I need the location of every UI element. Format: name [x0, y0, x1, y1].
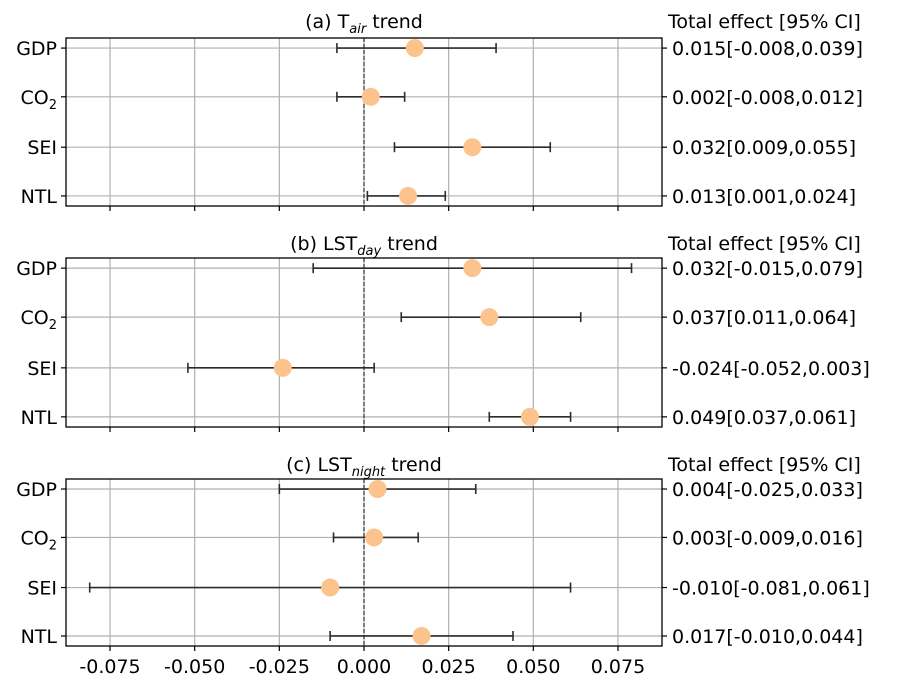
category-label: SEI: [27, 358, 57, 380]
category-label: CO2: [20, 87, 57, 113]
category-label-text: SEI: [27, 358, 57, 380]
category-label-text: SEI: [27, 578, 57, 600]
effect-label: 0.037[0.011,0.064]: [672, 307, 856, 329]
effect-label: -0.010[-0.081,0.061]: [672, 578, 870, 600]
panel-title-subscript: air: [349, 22, 368, 37]
estimate-point: [520, 407, 539, 426]
estimate-point: [463, 138, 482, 157]
effect-label: 0.032[0.009,0.055]: [672, 137, 856, 159]
panel-title-prefix: (b) LST: [290, 233, 358, 255]
x-tick-label: -0.075: [79, 656, 140, 678]
estimate-point: [321, 578, 340, 597]
category-label: GDP: [16, 258, 57, 280]
estimate-point: [361, 87, 380, 106]
x-tick-label: 0.075: [591, 656, 645, 678]
category-label-text: CO: [20, 87, 48, 109]
category-label-text: CO: [20, 527, 48, 549]
panel-title: (a) Tair trend: [305, 11, 423, 37]
panel-title-suffix: trend: [381, 233, 438, 255]
estimate-point: [399, 186, 418, 205]
estimate-point: [412, 626, 431, 645]
panel-title-subscript: day: [357, 244, 381, 259]
estimate-point: [463, 259, 482, 278]
x-tick-label: 0.050: [506, 656, 560, 678]
effect-label: 0.032[-0.015,0.079]: [672, 258, 863, 280]
x-tick-label: 0.000: [337, 656, 391, 678]
category-label-text: GDP: [16, 479, 57, 501]
category-label: NTL: [21, 407, 58, 429]
effect-header: Total effect [95% CI]: [667, 233, 861, 255]
estimate-point: [368, 480, 387, 499]
category-label-subscript: 2: [49, 318, 57, 333]
panel-title: (b) LSTday trend: [290, 233, 438, 259]
panel-1: GDP CO2 SEI NTL (a) Tair trend Total effect […: [16, 11, 863, 211]
effect-label: 0.013[0.001,0.024]: [672, 186, 856, 208]
effect-label: 0.004[-0.025,0.033]: [672, 479, 863, 501]
x-tick-label: 0.025: [421, 656, 475, 678]
estimate-point: [365, 528, 384, 547]
panel-title: (c) LSTnight trend: [286, 454, 442, 480]
category-label-text: NTL: [21, 407, 58, 429]
estimate-point: [273, 358, 292, 377]
effect-label: 0.002[-0.008,0.012]: [672, 87, 863, 109]
category-label: GDP: [16, 479, 57, 501]
effect-label: 0.003[-0.009,0.016]: [672, 527, 863, 549]
category-label: CO2: [20, 307, 57, 333]
panel-title-suffix: trend: [385, 454, 442, 476]
panel-title-subscript: night: [352, 465, 386, 480]
category-label: NTL: [21, 626, 58, 648]
category-label: SEI: [27, 578, 57, 600]
category-label-text: CO: [20, 307, 48, 329]
panel-title-prefix: (a) T: [305, 11, 350, 33]
estimate-point: [480, 308, 499, 327]
effect-label: 0.049[0.037,0.061]: [672, 407, 856, 429]
panel-title-suffix: trend: [366, 11, 423, 33]
x-tick-label: -0.025: [249, 656, 310, 678]
category-label-text: GDP: [16, 258, 57, 280]
category-label: CO2: [20, 527, 57, 553]
effect-header: Total effect [95% CI]: [667, 454, 861, 476]
category-label: SEI: [27, 137, 57, 159]
effect-label: -0.024[-0.052,0.003]: [672, 358, 870, 380]
panel-2: GDP CO2 SEI NTL (b) LSTday trend Total effect…: [16, 233, 870, 432]
category-label-text: SEI: [27, 137, 57, 159]
category-label-text: NTL: [21, 626, 58, 648]
category-label-subscript: 2: [49, 98, 57, 113]
category-label: NTL: [21, 186, 58, 208]
effect-label: 0.017[-0.010,0.044]: [672, 626, 863, 648]
category-label-subscript: 2: [49, 538, 57, 553]
x-tick-label: -0.050: [164, 656, 225, 678]
category-label-text: NTL: [21, 186, 58, 208]
panel-3: GDP CO2 SEI NTL -0.075 -0.050 -0.025 0.000 0.025…: [16, 454, 870, 678]
panel-title-prefix: (c) LST: [286, 454, 352, 476]
category-label: GDP: [16, 38, 57, 60]
effect-header: Total effect [95% CI]: [667, 11, 861, 33]
estimate-point: [405, 39, 424, 58]
category-label-text: GDP: [16, 38, 57, 60]
effect-label: 0.015[-0.008,0.039]: [672, 38, 863, 60]
